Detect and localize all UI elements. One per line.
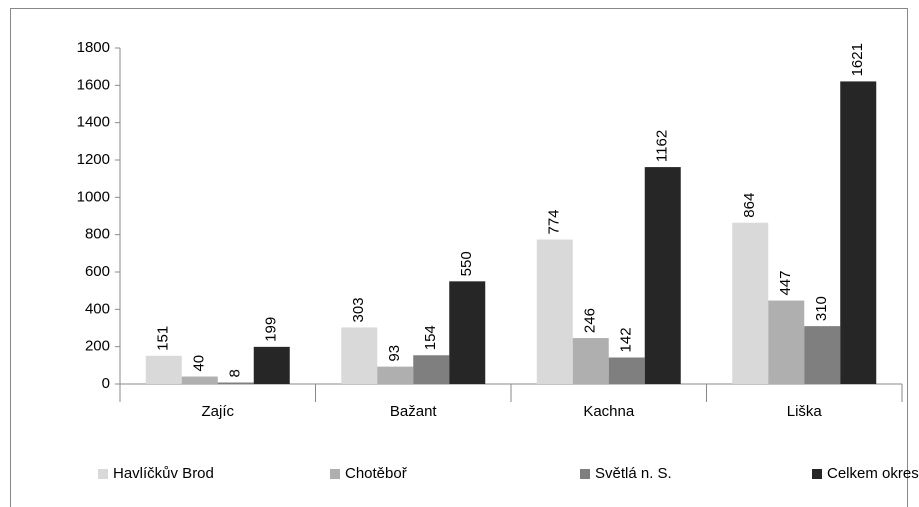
x-tick-label: Kachna	[583, 403, 635, 420]
value-label: 1162	[654, 130, 671, 162]
bar	[768, 300, 805, 384]
y-tick-label: 0	[102, 375, 110, 392]
bar	[253, 346, 290, 384]
value-label: 154	[422, 325, 439, 350]
x-tick-label: Bažant	[390, 403, 438, 420]
value-label: 864	[741, 193, 758, 218]
bar	[608, 357, 645, 384]
legend-swatch	[812, 469, 822, 479]
value-label: 246	[582, 308, 599, 333]
x-tick-label: Zajíc	[201, 403, 234, 420]
value-label: 199	[263, 317, 280, 342]
legend-swatch	[98, 469, 108, 479]
y-tick-label: 1400	[77, 114, 110, 131]
value-label: 40	[191, 355, 208, 372]
bar	[181, 376, 218, 384]
value-label: 151	[155, 326, 172, 351]
value-label: 550	[458, 251, 475, 276]
x-tick-label: Liška	[787, 403, 823, 420]
chart-border	[10, 8, 908, 507]
value-label: 93	[386, 345, 403, 362]
y-tick-label: 1800	[77, 39, 110, 56]
bar	[732, 222, 769, 384]
value-label: 142	[618, 327, 635, 352]
bar	[449, 281, 486, 384]
bar	[377, 366, 414, 384]
legend-label: Celkem okres	[827, 465, 919, 482]
bar	[413, 355, 450, 384]
value-label: 447	[777, 271, 794, 296]
bar	[145, 355, 182, 384]
bar	[644, 167, 681, 384]
bar	[217, 382, 254, 384]
value-label: 8	[227, 369, 244, 377]
legend-swatch	[580, 469, 590, 479]
y-tick-label: 600	[85, 263, 110, 280]
value-label: 774	[546, 209, 563, 234]
bar	[536, 239, 573, 384]
y-tick-label: 200	[85, 338, 110, 355]
value-label: 310	[813, 296, 830, 321]
bar	[341, 327, 378, 384]
value-label: 1621	[849, 43, 866, 76]
legend-label: Světlá n. S.	[595, 465, 672, 482]
bar	[840, 81, 877, 384]
bar	[804, 326, 841, 384]
value-label: 303	[350, 297, 367, 322]
bar	[572, 338, 609, 384]
legend-label: Havlíčkův Brod	[113, 465, 214, 482]
y-tick-label: 400	[85, 300, 110, 317]
y-tick-label: 1200	[77, 151, 110, 168]
legend-swatch	[330, 469, 340, 479]
y-tick-label: 800	[85, 226, 110, 243]
y-tick-label: 1600	[77, 76, 110, 93]
legend-label: Chotěboř	[345, 465, 408, 482]
y-tick-label: 1000	[77, 188, 110, 205]
